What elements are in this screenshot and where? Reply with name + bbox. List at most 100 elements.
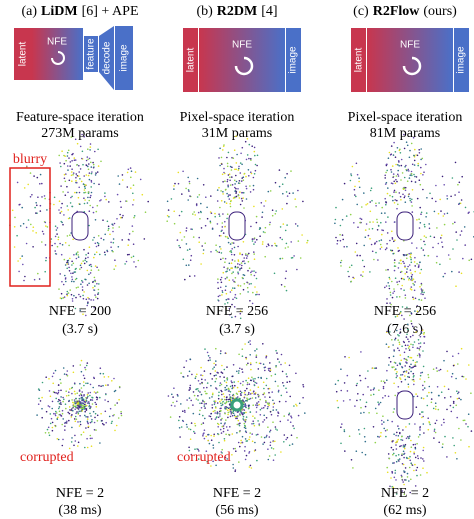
point [255,215,258,218]
point [376,218,378,221]
point [86,304,88,307]
point [61,244,64,246]
point [267,405,269,408]
point [200,202,202,205]
point [464,244,467,246]
point [394,337,397,340]
point [181,193,183,195]
point [399,148,401,151]
point [395,479,397,481]
point [55,412,58,414]
point [76,175,79,177]
point [87,382,89,385]
point [232,364,235,366]
point [368,412,370,414]
point [395,454,397,457]
point [277,358,279,360]
point [250,159,252,161]
point [78,410,80,413]
point [278,169,281,171]
point [392,449,395,451]
point [248,398,250,401]
point [269,362,271,364]
point [54,242,56,245]
point [259,227,262,230]
point [420,397,423,399]
point [96,397,99,399]
point [412,298,415,300]
point [401,345,403,348]
point [221,448,223,451]
point [358,186,361,189]
point [272,403,275,405]
point [253,150,256,153]
point [48,378,50,380]
point [416,347,419,349]
point [417,164,420,167]
point [394,182,397,185]
point [93,256,95,259]
point [86,418,89,420]
point [393,408,396,410]
point [41,416,43,419]
point [297,240,300,242]
point [224,412,226,415]
point [405,426,407,428]
point [202,184,205,186]
point [356,173,359,176]
point [96,391,99,393]
point [78,400,80,402]
point [447,254,450,256]
point [414,361,417,364]
point [246,286,249,289]
point [79,382,81,385]
point [237,194,240,197]
point [455,285,457,288]
point [90,263,92,266]
point [363,265,366,268]
point [41,407,43,410]
point [433,437,435,439]
point [393,382,395,385]
point [51,421,54,424]
point [94,285,96,287]
point [220,258,222,261]
time-label: (38 ms) [58,503,102,518]
point [97,269,100,271]
point [72,401,74,404]
point [250,467,253,469]
point [239,203,242,206]
point [279,236,282,239]
point [51,407,53,410]
point [239,172,242,174]
point [470,430,473,432]
point [228,403,231,406]
point [128,239,130,241]
point [244,393,246,396]
point [407,436,409,438]
point [400,476,403,478]
point [394,156,397,158]
point [250,171,252,173]
point [76,404,79,407]
point [132,184,135,186]
point [372,367,374,370]
point [85,396,87,399]
point [269,369,272,371]
point [354,194,356,196]
point [288,413,290,416]
point [51,400,54,403]
header-name: LiDM [41,4,78,19]
point [285,242,288,245]
point [221,294,223,296]
point [441,246,444,248]
point [69,165,71,167]
point [72,172,75,174]
point [227,241,230,244]
point [231,375,233,378]
point [131,225,134,227]
point [412,136,415,139]
point [404,294,407,297]
point [91,403,94,405]
point-cloud [9,133,149,317]
